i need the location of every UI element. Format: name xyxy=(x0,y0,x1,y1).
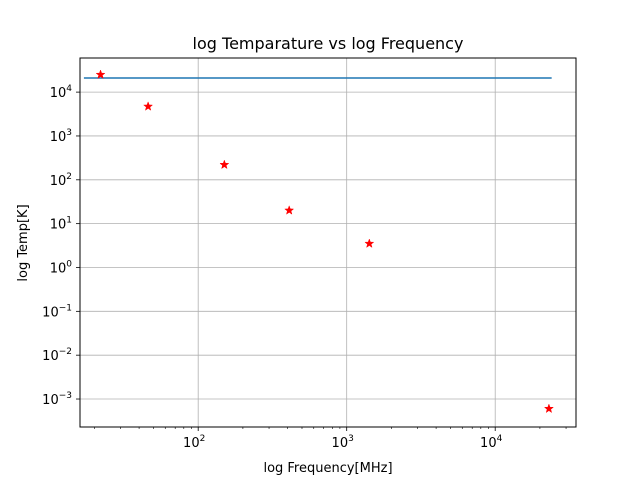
data-point-star xyxy=(143,101,154,111)
tick-labels: 102 103 104 104 103 102 101 100 10−1 10−2 10−3 xyxy=(42,84,502,451)
y-tick-label: 100 xyxy=(50,259,73,276)
y-tick-label: 10−1 xyxy=(42,303,72,320)
y-tick-label: 10−3 xyxy=(42,391,72,408)
x-axis-label: log Frequency[MHz] xyxy=(263,461,392,476)
x-tick-label: 103 xyxy=(332,434,354,451)
x-tick-label: 102 xyxy=(183,434,205,451)
data-point-star xyxy=(543,403,554,414)
data-point-star xyxy=(95,69,106,79)
data-point-star xyxy=(219,159,230,170)
chart-title: log Temparature vs log Frequency xyxy=(193,34,464,53)
y-tick-label: 104 xyxy=(50,84,73,101)
grid-lines xyxy=(80,58,576,427)
y-tick-label: 10−2 xyxy=(42,347,72,364)
data-point-star xyxy=(364,238,375,248)
plot-frame xyxy=(79,57,577,428)
y-tick-label: 101 xyxy=(50,216,72,233)
axes xyxy=(76,57,577,431)
y-tick-label: 102 xyxy=(50,172,72,189)
data-point-star xyxy=(284,205,295,215)
y-axis-label: log Temp[K] xyxy=(16,204,31,281)
plot-area xyxy=(83,69,554,414)
y-tick-label: 103 xyxy=(50,128,72,145)
x-tick-label: 104 xyxy=(480,434,503,451)
